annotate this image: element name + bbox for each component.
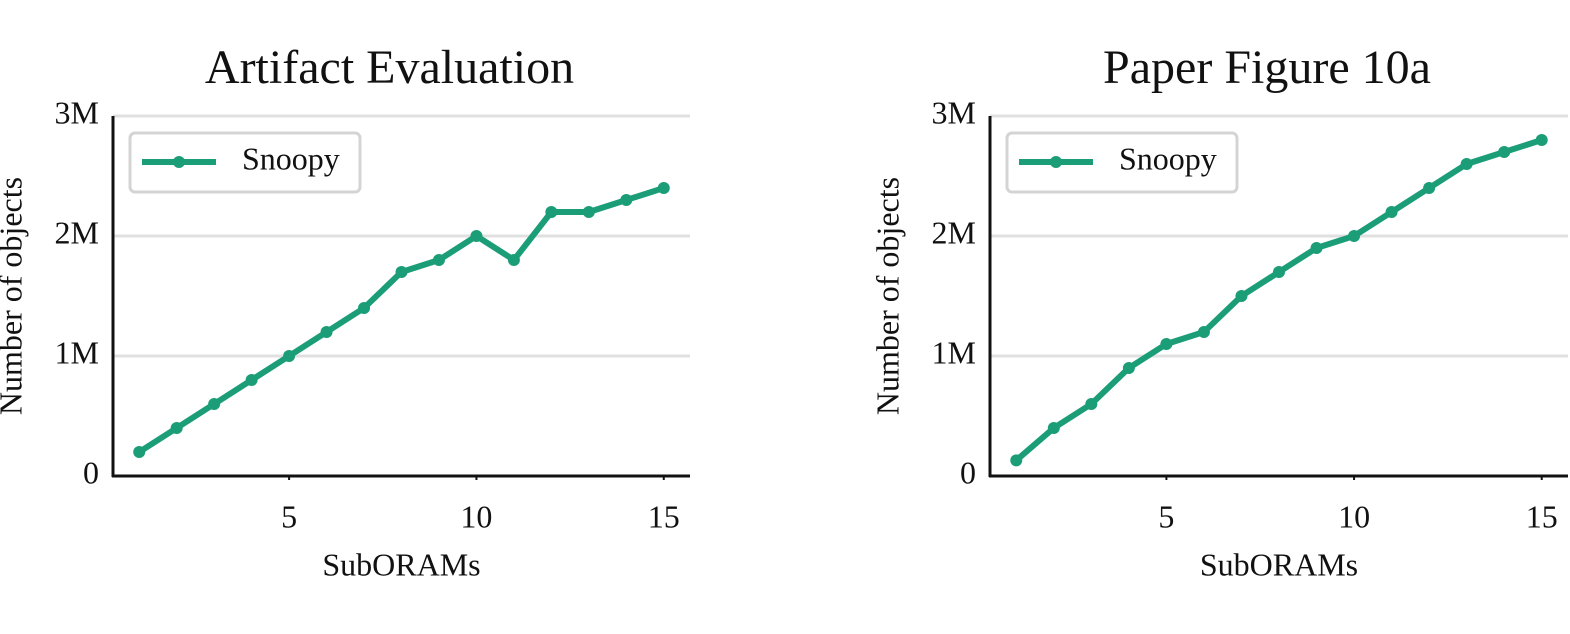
marker <box>1010 454 1023 467</box>
x-tick-label: 10 <box>460 498 492 534</box>
marker <box>1310 242 1323 254</box>
marker <box>1348 230 1361 242</box>
marker <box>320 326 333 338</box>
marker <box>1085 398 1098 410</box>
marker <box>1385 206 1398 218</box>
marker <box>245 374 258 386</box>
marker <box>620 194 633 206</box>
marker <box>283 350 296 362</box>
y-tick-label: 0 <box>960 454 976 490</box>
marker <box>470 230 483 242</box>
line <box>137 185 665 455</box>
marker <box>1273 266 1285 278</box>
legend-marker <box>173 156 185 168</box>
y-tick-label: 3M <box>932 94 976 130</box>
marker <box>1160 338 1173 350</box>
x-axis-label: SubORAMs <box>1200 546 1358 582</box>
legend-label: Snoopy <box>242 140 340 176</box>
marker <box>582 206 595 218</box>
y-tick-label: 3M <box>55 94 99 130</box>
marker <box>170 422 183 434</box>
marker <box>208 398 221 410</box>
marker <box>432 254 445 266</box>
marker <box>1460 158 1473 170</box>
y-tick-label: 2M <box>932 214 976 250</box>
marker <box>1122 362 1135 374</box>
marker <box>1197 326 1210 338</box>
marker <box>1423 182 1436 194</box>
marker <box>657 182 670 194</box>
marker <box>1047 422 1060 434</box>
legend-box <box>1005 131 1239 194</box>
x-axis-label: SubORAMs <box>322 546 480 582</box>
y-tick-label: 1M <box>55 334 99 370</box>
x-tick-label: 15 <box>648 498 680 534</box>
marker <box>1535 134 1548 146</box>
x-tick-label: 10 <box>1338 498 1370 534</box>
marker <box>358 302 371 314</box>
legend-box <box>128 131 362 194</box>
y-tick-label: 1M <box>932 334 976 370</box>
chart-title: Artifact Evaluation <box>205 41 574 94</box>
marker <box>395 266 408 278</box>
marker <box>545 206 558 218</box>
x-tick-label: 15 <box>1526 498 1558 534</box>
x-tick-label: 5 <box>1158 498 1174 534</box>
legend-label: Snoopy <box>1119 140 1217 176</box>
marker <box>1235 290 1248 302</box>
y-axis-label: Number of objects <box>0 177 28 415</box>
marker <box>1498 146 1511 158</box>
y-axis-label: Number of objects <box>869 177 905 415</box>
y-tick-label: 2M <box>55 214 99 250</box>
y-tick-label: 0 <box>83 454 99 490</box>
marker <box>507 254 520 266</box>
x-tick-label: 5 <box>281 498 297 534</box>
marker <box>133 446 146 458</box>
legend-marker <box>1050 156 1062 168</box>
chart-title: Paper Figure 10a <box>1103 41 1431 94</box>
